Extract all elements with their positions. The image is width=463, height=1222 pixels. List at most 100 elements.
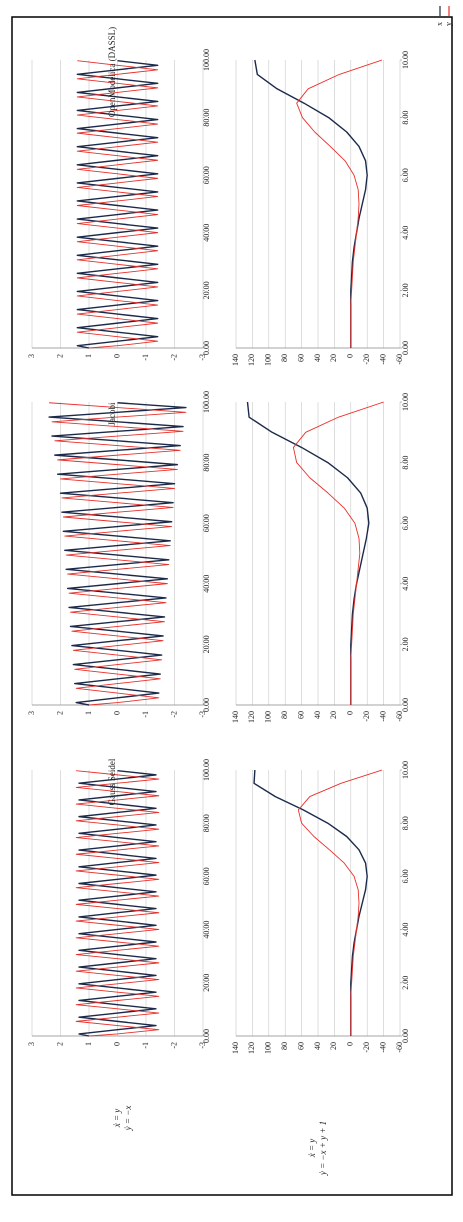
y-tick-label: -1 (141, 354, 150, 361)
y-tick-label: 40 (313, 711, 322, 719)
x-tick-label: 0.00 (202, 698, 211, 712)
x-tick-label: 8.00 (401, 816, 410, 830)
series-line (76, 60, 159, 349)
y-tick-label: 2 (55, 1042, 64, 1046)
y-tick-label: 40 (313, 354, 322, 362)
y-tick-label: 80 (280, 711, 289, 719)
x-tick-label: 20.00 (202, 974, 211, 992)
y-tick-label: 3 (27, 354, 36, 358)
series-line (292, 401, 384, 705)
series-line (254, 59, 368, 348)
x-tick-label: 40.00 (202, 921, 211, 939)
y-tick-label: -1 (141, 1042, 150, 1049)
x-tick-label: 10.00 (401, 51, 410, 69)
x-tick-label: 0.00 (401, 698, 410, 712)
y-tick-label: 140 (231, 354, 240, 366)
series-line (75, 770, 160, 1037)
chart-title: Gauss Seidel (107, 758, 117, 805)
y-tick-label: 0 (346, 711, 355, 715)
y-tick-label: 1 (84, 711, 93, 715)
y-tick-label: 60 (296, 354, 305, 362)
y-tick-label: 20 (329, 1042, 338, 1050)
series-line (48, 402, 187, 706)
x-tick-label: 4.00 (401, 577, 410, 591)
y-tick-label: 3 (27, 1042, 36, 1046)
y-tick-label: 100 (264, 711, 273, 723)
y-tick-label: 0 (112, 711, 121, 715)
y-tick-label: 80 (280, 1042, 289, 1050)
x-tick-label: 80.00 (202, 109, 211, 127)
y-tick-label: 2 (55, 711, 64, 715)
y-tick-label: -2 (169, 711, 178, 718)
y-tick-label: 1 (84, 1042, 93, 1046)
x-tick-label: 20.00 (202, 635, 211, 653)
legend-label: y (444, 22, 453, 26)
x-tick-label: 4.00 (401, 226, 410, 240)
x-tick-label: 60.00 (202, 514, 211, 532)
x-tick-label: 2.00 (401, 283, 410, 297)
series-line (253, 769, 368, 1036)
series-line (297, 769, 383, 1036)
y-tick-label: -40 (378, 354, 387, 365)
series-line (49, 402, 187, 706)
x-tick-label: 8.00 (401, 456, 410, 470)
y-tick-label: 0 (112, 354, 121, 358)
y-tick-label: 100 (264, 354, 273, 366)
y-tick-label: 20 (329, 354, 338, 362)
row-label: ẏ = −x (123, 1106, 133, 1132)
x-tick-label: 8.00 (401, 111, 410, 125)
frame (11, 16, 453, 1196)
x-tick-label: 80.00 (202, 454, 211, 472)
y-tick-label: 2 (55, 354, 64, 358)
y-tick-label: 40 (313, 1042, 322, 1050)
x-tick-label: 2.00 (401, 637, 410, 651)
y-tick-label: -3 (198, 711, 207, 718)
y-tick-label: 140 (231, 711, 240, 723)
row-label: ẋ = y (112, 1109, 122, 1129)
x-tick-label: 6.00 (401, 869, 410, 883)
x-tick-label: 100.00 (202, 759, 211, 781)
y-tick-label: -60 (395, 1042, 404, 1053)
chart-title: OpenModelica (DASSL) (107, 27, 117, 117)
x-tick-label: 0.00 (401, 341, 410, 355)
y-tick-label: 100 (264, 1042, 273, 1054)
x-tick-label: 6.00 (401, 168, 410, 182)
y-tick-label: -20 (362, 1042, 371, 1053)
series-line (78, 769, 157, 1037)
x-tick-label: 100.00 (202, 391, 211, 413)
x-tick-label: 80.00 (202, 814, 211, 832)
y-tick-label: -60 (395, 354, 404, 365)
x-tick-label: 4.00 (401, 923, 410, 937)
y-tick-label: 60 (296, 711, 305, 719)
y-tick-label: -3 (198, 1042, 207, 1049)
y-tick-label: 20 (329, 711, 338, 719)
x-tick-label: 40.00 (202, 224, 211, 242)
y-tick-label: 0 (112, 1042, 121, 1046)
x-tick-label: 40.00 (202, 575, 211, 593)
series-line (76, 60, 159, 349)
y-tick-label: 60 (296, 1042, 305, 1050)
y-tick-label: -40 (378, 1042, 387, 1053)
y-tick-label: -20 (362, 354, 371, 365)
x-tick-label: 0.00 (401, 1029, 410, 1043)
y-tick-label: -60 (395, 711, 404, 722)
y-tick-label: 120 (247, 354, 256, 366)
y-tick-label: 140 (231, 1042, 240, 1054)
legend-label: x (435, 22, 444, 26)
y-tick-label: -2 (169, 1042, 178, 1049)
y-tick-label: -3 (198, 354, 207, 361)
x-tick-label: 20.00 (202, 281, 211, 299)
x-tick-label: 0.00 (202, 1029, 211, 1043)
y-tick-label: -1 (141, 711, 150, 718)
y-tick-label: -2 (169, 354, 178, 361)
y-tick-label: 120 (247, 1042, 256, 1054)
x-tick-label: 10.00 (401, 761, 410, 779)
row-label: ẋ = y (307, 1139, 317, 1159)
x-tick-label: 0.00 (202, 341, 211, 355)
y-tick-label: 3 (27, 711, 36, 715)
y-tick-label: 80 (280, 354, 289, 362)
y-tick-label: -20 (362, 711, 371, 722)
row-label: ẏ = −x + y + 1 (318, 1121, 328, 1176)
